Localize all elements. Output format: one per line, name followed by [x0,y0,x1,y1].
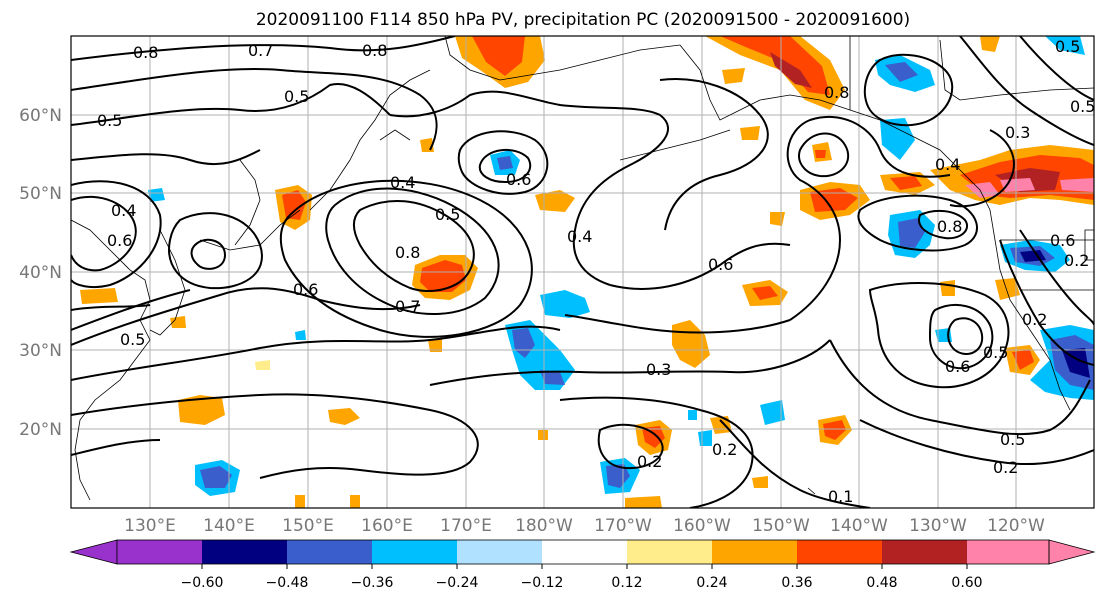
colorbar-segment [542,540,627,564]
lat-label: 30°N [19,341,62,361]
lon-label: 170°W [594,516,652,536]
contour-label: 0.2 [993,458,1018,477]
contour-label: 0.3 [1005,123,1030,142]
lon-label: 140°W [830,516,888,536]
colorbar-segment [202,540,287,564]
lon-label: 170°E [440,516,492,536]
contour-label: 0.6 [107,231,132,250]
colorbar-tick-label: −0.60 [181,575,224,591]
contour-label: 0.5 [120,330,145,349]
contour-label: 0.4 [390,173,415,192]
longitude-labels: 130°E 140°E 150°E 160°E 170°E 180°W 170°… [124,516,1045,536]
lat-label: 60°N [19,106,62,126]
colorbar: −0.60 −0.48 −0.36 −0.24 −0.12 0.12 0.24 … [69,539,1096,591]
contour-label: 0.7 [248,41,273,60]
lon-label: 130°E [124,516,176,536]
contour-label: 0.8 [133,43,158,62]
contour-label: 0.5 [983,343,1008,362]
contour-label: 0.7 [395,297,420,316]
figure-title: 2020091100 F114 850 hPa PV, precipitatio… [256,10,910,30]
contour-label: 0.5 [1070,97,1095,116]
contour-label: 0.5 [1000,430,1025,449]
contour-label: 0.2 [637,452,662,471]
colorbar-extend-max [1048,539,1096,565]
contour-label: 0.8 [362,41,387,60]
contour-label: 0.2 [1022,310,1047,329]
contour-label: 0.6 [506,170,531,189]
contour-label: 0.4 [567,227,592,246]
latitude-labels: 60°N 50°N 40°N 30°N 20°N [19,106,62,440]
colorbar-tick-label: 0.12 [611,575,642,591]
colorbar-ticks [201,564,968,569]
contour-label: 0.3 [646,360,671,379]
colorbar-segment [117,540,202,564]
lon-label: 160°E [361,516,413,536]
lat-label: 20°N [19,420,62,440]
contour-labels: 0.8 0.7 0.8 0.5 0.5 0.4 0.6 0.4 0.5 0.8 … [97,37,1095,506]
contour-label: 0.5 [435,205,460,224]
lon-label: 120°W [987,516,1045,536]
colorbar-tick-label: −0.12 [521,575,564,591]
lon-label: 150°W [752,516,810,536]
colorbar-segment [457,540,542,564]
contour-label: 0.5 [97,111,122,130]
colorbar-tick-label: 0.60 [951,575,982,591]
contour-label: 0.6 [708,255,733,274]
colorbar-extend-min [69,539,118,565]
graticule [71,36,1094,508]
contour-label: 0.4 [111,201,136,220]
colorbar-tick-label: −0.24 [436,575,479,591]
colorbar-segment [797,540,882,564]
contour-label: 0.1 [828,487,853,506]
map-area: 0.8 0.7 0.8 0.5 0.5 0.4 0.6 0.4 0.5 0.8 … [71,36,1095,508]
lon-label: 150°E [282,516,334,536]
colorbar-tick-label: 0.48 [866,575,897,591]
colorbar-segment [372,540,457,564]
lat-label: 40°N [19,263,62,283]
contour-label: 0.6 [1050,231,1075,250]
colorbar-segment [627,540,712,564]
coastlines [71,36,1094,501]
contour-label: 0.8 [824,83,849,102]
contour-label: 0.4 [935,155,960,174]
colorbar-segment [287,540,372,564]
contour-label: 0.8 [937,217,962,236]
colorbar-segment [882,540,967,564]
lon-label: 180°W [515,516,573,536]
lon-label: 140°E [203,516,255,536]
lon-label: 160°W [673,516,731,536]
colorbar-segment [967,540,1049,564]
contour-label: 0.2 [712,440,737,459]
colorbar-tick-label: 0.24 [696,575,727,591]
colorbar-tick-label: −0.48 [266,575,309,591]
lon-label: 130°W [909,516,967,536]
pv-contours [71,36,1094,508]
colorbar-tick-label: 0.36 [781,575,812,591]
contour-label: 0.6 [945,357,970,376]
contour-label: 0.5 [284,87,309,106]
lat-label: 50°N [19,184,62,204]
colorbar-tick-label: −0.36 [351,575,394,591]
contour-label: 0.6 [293,280,318,299]
contour-label: 0.8 [395,243,420,262]
colorbar-segment [712,540,797,564]
contour-label: 0.2 [1064,251,1089,270]
map-frame [70,35,1095,509]
contour-label: 0.5 [1055,37,1080,56]
